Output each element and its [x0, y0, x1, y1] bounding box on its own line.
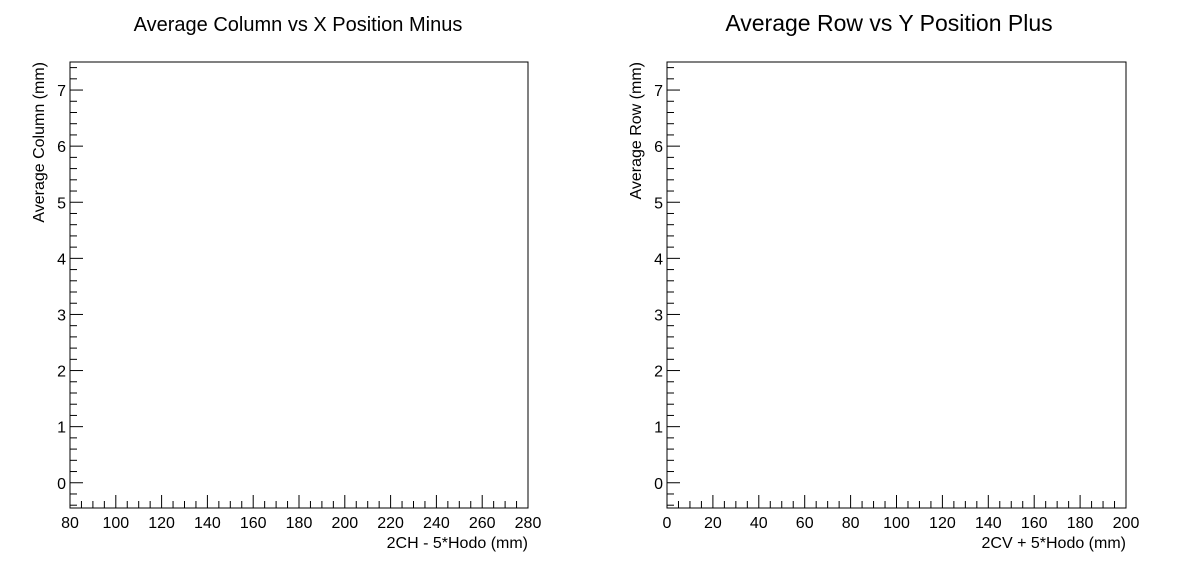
y-tick-label: 0 [57, 476, 66, 493]
plot-frame [666, 61, 1127, 509]
x-tick-label: 80 [61, 515, 79, 532]
chart-title: Average Column vs X Position Minus [134, 14, 463, 36]
y-tick-label: 6 [654, 139, 663, 156]
y-tick-label: 3 [57, 307, 66, 324]
x-tick-label: 160 [240, 515, 267, 532]
x-tick-label: 160 [1021, 515, 1048, 532]
x-tick-label: 100 [102, 515, 129, 532]
y-tick-label: 5 [57, 195, 66, 212]
y-axis-label: Average Row (mm) [628, 62, 645, 200]
y-ticks: 0 1 2 3 4 5 6 7 [57, 67, 83, 506]
x-ticks: 0 20 40 60 80 100 120 140 160 180 200 [663, 495, 1140, 532]
chart-average-column: Average Column vs X Position Minus 80 100… [31, 14, 541, 552]
x-tick-label: 20 [704, 515, 722, 532]
x-tick-label: 200 [1113, 515, 1140, 532]
x-tick-label: 0 [663, 515, 672, 532]
x-tick-label: 140 [194, 515, 221, 532]
y-tick-label: 7 [57, 83, 66, 100]
x-tick-label: 240 [423, 515, 450, 532]
x-tick-label: 120 [148, 515, 175, 532]
chart-title: Average Row vs Y Position Plus [725, 10, 1052, 36]
y-tick-label: 2 [57, 364, 66, 381]
y-tick-label: 1 [654, 420, 663, 437]
y-tick-label: 6 [57, 139, 66, 156]
y-tick-label: 4 [654, 251, 663, 268]
y-tick-label: 2 [654, 364, 663, 381]
plot-frame [69, 61, 529, 509]
x-tick-label: 40 [750, 515, 768, 532]
x-tick-label: 280 [515, 515, 542, 532]
y-tick-label: 5 [654, 195, 663, 212]
y-tick-label: 0 [654, 476, 663, 493]
y-ticks: 0 1 2 3 4 5 6 7 [654, 67, 680, 506]
x-tick-label: 220 [377, 515, 404, 532]
x-tick-label: 120 [929, 515, 956, 532]
y-tick-label: 3 [654, 307, 663, 324]
y-tick-label: 1 [57, 420, 66, 437]
x-axis-label: 2CH - 5*Hodo (mm) [387, 535, 528, 552]
y-axis-label: Average Column (mm) [31, 62, 48, 223]
y-tick-label: 4 [57, 251, 66, 268]
x-tick-label: 260 [469, 515, 496, 532]
x-tick-label: 200 [331, 515, 358, 532]
y-tick-label: 7 [654, 83, 663, 100]
x-tick-label: 100 [883, 515, 910, 532]
x-axis-label: 2CV + 5*Hodo (mm) [982, 535, 1127, 552]
x-tick-label: 60 [796, 515, 814, 532]
x-tick-label: 80 [842, 515, 860, 532]
x-tick-label: 180 [1067, 515, 1094, 532]
x-tick-label: 140 [975, 515, 1002, 532]
x-tick-label: 180 [286, 515, 313, 532]
x-ticks: 80 100 120 140 160 180 200 220 240 260 280 [61, 495, 541, 532]
chart-average-row: Average Row vs Y Position Plus 0 20 40 60 80… [628, 10, 1139, 552]
